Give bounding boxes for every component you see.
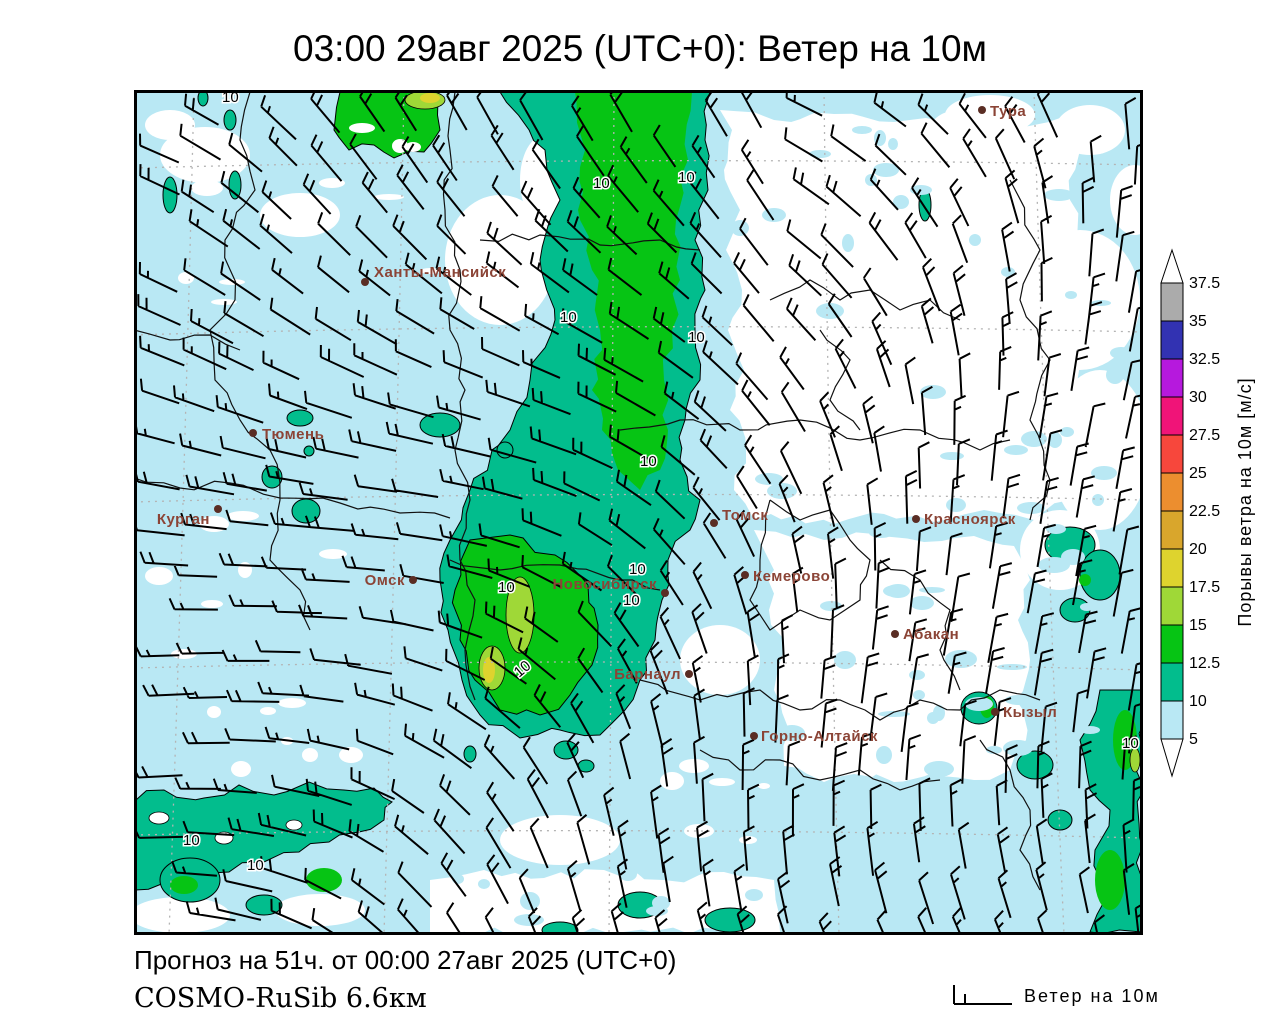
colorbar-tick-label: 22.5: [1189, 503, 1220, 520]
city-label: Абакан: [903, 626, 959, 643]
city-dot: [249, 429, 257, 437]
model-info: COSMO-RuSib 6.6км: [134, 983, 427, 1014]
city-label: Курган: [157, 511, 210, 528]
contour-label: 10: [1122, 735, 1139, 752]
city-dot: [661, 589, 669, 597]
city-dot: [685, 670, 693, 678]
city-dot: [409, 576, 417, 584]
city-dot: [741, 571, 749, 579]
contour-label: 10: [183, 832, 200, 849]
city-label: Кемерово: [753, 568, 830, 585]
city-dot: [361, 278, 369, 286]
city-label: Томск: [722, 507, 768, 524]
contour-label: 10: [678, 169, 695, 186]
city-label: Ханты-Мансийск: [374, 264, 506, 281]
map-border: [134, 90, 1143, 935]
wind-barb-icon: [953, 985, 1012, 1005]
colorbar-axis-label: Порывы ветра на 10м [м/с]: [1235, 377, 1255, 626]
colorbar-tick-label: 37.5: [1189, 275, 1220, 292]
city-dot: [891, 630, 899, 638]
colorbar-tick-label: 30: [1189, 389, 1207, 406]
colorbar-tick-label: 35: [1189, 313, 1207, 330]
city-label: Горно-Алтайск: [761, 728, 878, 745]
colorbar-tick-label: 27.5: [1189, 427, 1220, 444]
city-label: Тюмень: [262, 426, 324, 443]
colorbar-tick-label: 10: [1189, 693, 1207, 710]
city-dot: [912, 515, 920, 523]
colorbar-tick-label: 12.5: [1189, 655, 1220, 672]
wind-barb-legend: Ветер на 10м: [950, 982, 1160, 1008]
contour-label: 10: [222, 90, 239, 106]
wind-barbs-layer: [134, 90, 1143, 935]
city-dot: [214, 505, 222, 513]
city-dot: [710, 519, 718, 527]
colorbar-tick-label: 17.5: [1189, 579, 1220, 596]
city-label: Тура: [990, 103, 1026, 120]
city-dot: [978, 106, 986, 114]
map-title: 03:00 29авг 2025 (UTC+0): Ветер на 10м: [293, 28, 987, 69]
contour-label: 10: [623, 592, 640, 609]
city-dot: [991, 708, 999, 716]
colorbar-tick-label: 20: [1189, 541, 1207, 558]
city-label: Барнаул: [614, 666, 681, 683]
contour-label: 10: [688, 329, 705, 346]
city-label: Красноярск: [924, 511, 1016, 528]
colorbar: 37.5 35 32.5 30 27.5 25 22.5 20 17.5 15 12.5 10 5 По…: [1160, 248, 1255, 778]
city-label: Новосибирск: [552, 576, 657, 593]
forecast-info: Прогноз на 51ч. от 00:00 27авг 2025 (UTC…: [134, 945, 677, 975]
contour-label: 10: [593, 175, 610, 192]
legend-label: Ветер на 10м: [1024, 986, 1160, 1006]
contour-label: 10: [629, 561, 646, 578]
contour-label: 10: [560, 309, 577, 326]
colorbar-tick-label: 32.5: [1189, 351, 1220, 368]
city-label: Кызыл: [1003, 704, 1057, 721]
colorbar-tick-label: 15: [1189, 617, 1207, 634]
colorbar-scale: 37.5 35 32.5 30 27.5 25 22.5 20 17.5 15 12.5 10 5: [1160, 248, 1220, 778]
city-label: Омск: [365, 572, 405, 589]
colorbar-tick-label: 5: [1189, 731, 1198, 748]
city-dot: [750, 732, 758, 740]
colorbar-tick-label: 25: [1189, 465, 1207, 482]
contour-label: 10: [640, 453, 657, 470]
contour-label: 10: [498, 579, 515, 596]
contour-label: 10: [247, 857, 264, 874]
